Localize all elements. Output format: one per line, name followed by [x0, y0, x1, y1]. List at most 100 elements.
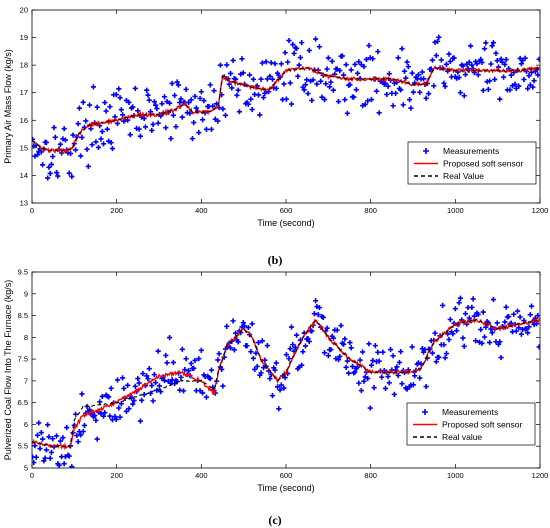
measurement-point [488, 61, 494, 67]
x-tick-label: 400 [195, 206, 208, 215]
measurement-point [69, 173, 75, 180]
measurement-point [494, 58, 500, 64]
x-tick-label: 1200 [532, 206, 549, 215]
measurement-point [306, 47, 312, 53]
measurement-point [467, 43, 474, 49]
measurement-point [262, 357, 268, 363]
measurement-point [492, 76, 498, 83]
measurement-point [450, 331, 456, 337]
y-tick-label: 8 [24, 333, 28, 342]
measurement-point [220, 106, 226, 112]
measurement-point [405, 64, 411, 70]
measurement-point [456, 74, 462, 81]
measurement-point [102, 410, 108, 416]
measurement-point [461, 93, 467, 99]
measurement-point [324, 325, 330, 331]
measurement-point [132, 85, 138, 92]
measurement-point [197, 95, 203, 102]
measurement-point [51, 124, 57, 131]
measurement-point [259, 338, 265, 344]
measurement-point [526, 324, 532, 330]
measurement-point [340, 341, 347, 347]
measurement-point [442, 355, 448, 361]
y-tick-label: 14 [20, 171, 28, 180]
measurement-point [273, 360, 279, 366]
measurement-point [145, 376, 151, 382]
measurement-point [137, 418, 143, 424]
measurement-point [432, 39, 438, 45]
measurement-point [343, 62, 349, 68]
measurement-point [415, 72, 422, 78]
measurement-point [189, 136, 196, 142]
measurement-point [282, 50, 288, 56]
measurement-point [252, 366, 258, 373]
y-tick-label: 9 [24, 289, 28, 298]
measurement-point [314, 81, 320, 87]
measurement-point [140, 371, 146, 377]
measurement-point [469, 304, 475, 310]
measurement-point [235, 87, 241, 93]
measurement-point [286, 356, 292, 362]
measurement-point [240, 320, 246, 326]
measurement-point [80, 428, 86, 435]
measurement-point [50, 436, 56, 442]
measurement-point [200, 390, 206, 396]
measurement-point [278, 61, 284, 67]
measurement-point [441, 80, 447, 86]
measurement-point [150, 398, 156, 404]
measurement-point [187, 110, 193, 116]
measurement-point [78, 432, 84, 438]
measurement-point [216, 351, 222, 357]
measurement-point [301, 87, 307, 93]
measurement-point [398, 348, 404, 355]
measurement-point [108, 140, 114, 146]
measurement-point [304, 77, 310, 83]
measurement-point [249, 106, 255, 113]
measurement-point [518, 331, 524, 337]
measurement-point [168, 136, 174, 142]
measurement-point [113, 416, 119, 423]
measurement-point [200, 117, 206, 123]
measurement-point [239, 56, 245, 62]
soft-sensor-line [32, 317, 540, 451]
measurement-point [343, 364, 349, 370]
measurement-point [248, 349, 254, 355]
measurement-point [132, 383, 138, 389]
measurement-point [363, 56, 370, 63]
measurement-point [47, 455, 53, 461]
measurement-point [215, 118, 221, 124]
measurement-point [344, 110, 350, 116]
measurement-point [192, 93, 198, 100]
measurement-point [52, 134, 58, 140]
measurement-point [361, 378, 367, 384]
measurement-point [305, 90, 311, 97]
measurement-point [354, 70, 361, 76]
measurement-point [57, 438, 63, 444]
measurement-point [457, 90, 464, 96]
measurement-point [139, 397, 145, 403]
measurement-point [121, 385, 127, 392]
measurement-point [92, 413, 98, 419]
measurement-point [248, 96, 254, 102]
measurement-point [305, 336, 311, 342]
measurement-point [353, 87, 359, 93]
measurement-point [302, 343, 309, 349]
measurement-point [386, 380, 392, 386]
x-tick-label: 600 [280, 471, 293, 480]
measurement-point [337, 68, 343, 74]
measurement-point [338, 322, 344, 329]
measurement-point [227, 345, 234, 351]
measurement-point [286, 37, 292, 44]
measurement-point [116, 86, 122, 92]
measurement-point [399, 46, 405, 52]
measurement-point [434, 38, 441, 44]
measurement-point [211, 88, 217, 94]
measurement-point [127, 132, 133, 138]
measurement-point [372, 343, 378, 349]
measurement-point [217, 62, 223, 68]
measurement-point [80, 99, 86, 105]
measurement-point [264, 76, 270, 82]
measurement-point [335, 98, 342, 105]
measurement-point [480, 87, 486, 94]
measurement-point [313, 298, 319, 304]
